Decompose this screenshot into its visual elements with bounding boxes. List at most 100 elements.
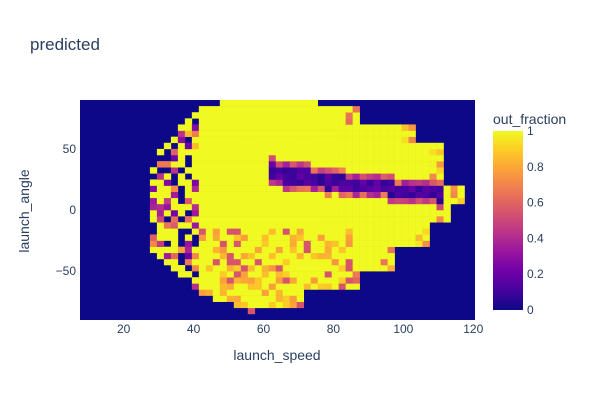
heatmap-cell bbox=[233, 161, 242, 168]
heatmap-cell bbox=[275, 295, 284, 302]
heatmap-cell bbox=[296, 258, 305, 266]
heatmap-cell bbox=[296, 106, 305, 113]
heatmap-cell bbox=[233, 222, 242, 229]
heatmap-cell bbox=[191, 222, 200, 229]
heatmap-cell bbox=[303, 240, 312, 247]
heatmap-cell bbox=[261, 106, 270, 113]
heatmap-cell bbox=[317, 124, 325, 131]
heatmap-cell bbox=[331, 179, 339, 186]
heatmap-cell bbox=[366, 203, 374, 211]
heatmap-cell bbox=[359, 234, 367, 241]
heatmap-cell bbox=[184, 203, 193, 211]
heatmap-cell bbox=[324, 258, 332, 266]
heatmap-cell bbox=[226, 100, 235, 107]
heatmap-cell bbox=[387, 258, 395, 266]
heatmap-cell bbox=[408, 240, 416, 247]
colorbar-tick-label: 0.2 bbox=[527, 267, 544, 281]
heatmap-cell bbox=[240, 289, 249, 296]
heatmap-cell bbox=[184, 234, 193, 241]
heatmap-cell bbox=[373, 258, 381, 266]
heatmap-cell bbox=[317, 258, 325, 266]
heatmap-cell bbox=[219, 185, 228, 192]
heatmap-cell bbox=[261, 234, 270, 241]
heatmap-cell bbox=[380, 161, 388, 168]
heatmap-cell bbox=[282, 258, 291, 266]
heatmap-cell bbox=[352, 222, 360, 229]
heatmap-cell bbox=[303, 100, 312, 107]
heatmap-cell bbox=[261, 155, 270, 162]
heatmap-cell bbox=[184, 222, 193, 229]
heatmap-cell bbox=[170, 197, 179, 205]
heatmap-cell bbox=[422, 142, 430, 150]
heatmap-cell bbox=[184, 185, 193, 192]
heatmap-cell bbox=[436, 161, 444, 168]
y-tick-label: −50 bbox=[56, 264, 77, 278]
heatmap-cell bbox=[240, 173, 249, 180]
heatmap-cell bbox=[345, 252, 353, 260]
heatmap-cell bbox=[254, 191, 263, 199]
heatmap-cell bbox=[275, 216, 284, 223]
heatmap-cell bbox=[240, 295, 249, 302]
heatmap-cell bbox=[422, 167, 430, 174]
heatmap-cell bbox=[282, 222, 291, 229]
heatmap-cell bbox=[170, 258, 179, 266]
heatmap-cell bbox=[219, 271, 228, 278]
heatmap-cell bbox=[254, 258, 263, 266]
heatmap-cell bbox=[205, 252, 214, 260]
heatmap-cell bbox=[317, 228, 325, 235]
heatmap-cell bbox=[345, 161, 353, 168]
heatmap-cell bbox=[149, 185, 158, 192]
heatmap-cell bbox=[198, 148, 207, 156]
heatmap-cell bbox=[415, 240, 423, 247]
heatmap-cell bbox=[198, 191, 207, 199]
heatmap-cell bbox=[198, 161, 207, 168]
heatmap-cell bbox=[261, 265, 270, 272]
heatmap-cell bbox=[282, 191, 291, 199]
heatmap-cell bbox=[429, 216, 437, 223]
heatmap-cell bbox=[387, 148, 395, 156]
heatmap-cell bbox=[310, 271, 318, 278]
heatmap-cell bbox=[324, 228, 332, 235]
heatmap-cell bbox=[226, 222, 235, 229]
heatmap-cell bbox=[282, 197, 291, 205]
heatmap-cell bbox=[380, 265, 388, 272]
heatmap-cell bbox=[408, 167, 416, 174]
heatmap-cell bbox=[205, 173, 214, 180]
heatmap-cell bbox=[436, 197, 444, 205]
heatmap-cell bbox=[338, 142, 346, 150]
heatmap-cell bbox=[240, 222, 249, 229]
heatmap-cell bbox=[408, 124, 416, 131]
heatmap-cell bbox=[415, 155, 423, 162]
heatmap-cell bbox=[429, 167, 437, 174]
heatmap-cell bbox=[191, 124, 200, 131]
heatmap-cell bbox=[443, 216, 451, 223]
heatmap-cell bbox=[226, 283, 235, 290]
heatmap-cell bbox=[303, 271, 312, 278]
heatmap-cell bbox=[422, 155, 430, 162]
heatmap-cell bbox=[324, 130, 332, 137]
heatmap-cell bbox=[198, 265, 207, 272]
heatmap-cell bbox=[191, 228, 200, 235]
heatmap-cell bbox=[247, 258, 256, 266]
heatmap-cell bbox=[317, 155, 325, 162]
heatmap-cell bbox=[366, 252, 374, 260]
heatmap-cell bbox=[184, 179, 193, 186]
heatmap-cell bbox=[177, 179, 186, 186]
heatmap-cell bbox=[170, 222, 179, 229]
heatmap-cell bbox=[163, 203, 172, 211]
heatmap-cell bbox=[156, 246, 165, 254]
heatmap-cell bbox=[177, 210, 186, 217]
heatmap-cell bbox=[289, 210, 298, 217]
heatmap-cell bbox=[380, 197, 388, 205]
heatmap-cell bbox=[345, 240, 353, 247]
heatmap-cell bbox=[198, 124, 207, 131]
heatmap-cell bbox=[317, 234, 325, 241]
heatmap-cell bbox=[163, 210, 172, 217]
heatmap-cell bbox=[275, 228, 284, 235]
heatmap-cell bbox=[289, 203, 298, 211]
heatmap-cell bbox=[394, 124, 402, 131]
heatmap-cell bbox=[359, 246, 367, 254]
heatmap-cell bbox=[205, 240, 214, 247]
heatmap-cell bbox=[415, 161, 423, 168]
heatmap-cell bbox=[275, 142, 284, 150]
